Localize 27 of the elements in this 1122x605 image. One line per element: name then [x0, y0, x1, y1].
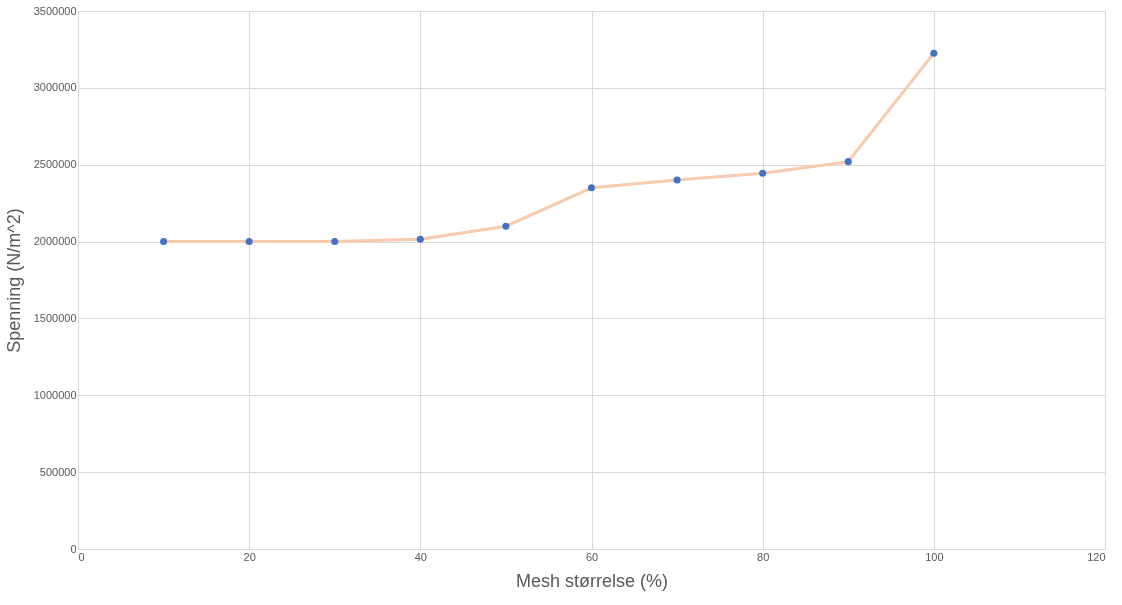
y-tick-label: 500000: [39, 465, 77, 478]
point: [759, 169, 767, 177]
point: [844, 158, 852, 166]
x-tick-label: 100: [925, 550, 944, 563]
y-tick-label: 3500000: [33, 4, 77, 17]
x-tick-label: 0: [78, 550, 85, 563]
x-tick-label: 120: [1087, 550, 1106, 563]
y-axis-title: Spenning (N/m^2): [3, 208, 24, 353]
y-tick-label: 0: [70, 542, 77, 555]
point: [587, 184, 596, 192]
x-tick-label: 20: [243, 550, 256, 563]
point: [673, 176, 681, 184]
x-tick-label: 60: [585, 550, 599, 563]
point: [331, 238, 339, 246]
x-tick-label: 40: [414, 550, 427, 563]
y-tick-label: 1500000: [33, 311, 77, 324]
y-tick-label: 2500000: [33, 158, 77, 171]
x-axis-title: Mesh størrelse (%): [515, 570, 669, 591]
point: [160, 238, 168, 246]
y-tick-label: 3000000: [33, 81, 77, 94]
point: [502, 222, 510, 230]
point: [245, 238, 253, 246]
point: [930, 49, 938, 57]
y-tick-label: 2000000: [33, 235, 77, 248]
point: [416, 235, 424, 243]
y-tick-label: 1000000: [33, 388, 77, 401]
x-tick-label: 80: [757, 550, 770, 563]
